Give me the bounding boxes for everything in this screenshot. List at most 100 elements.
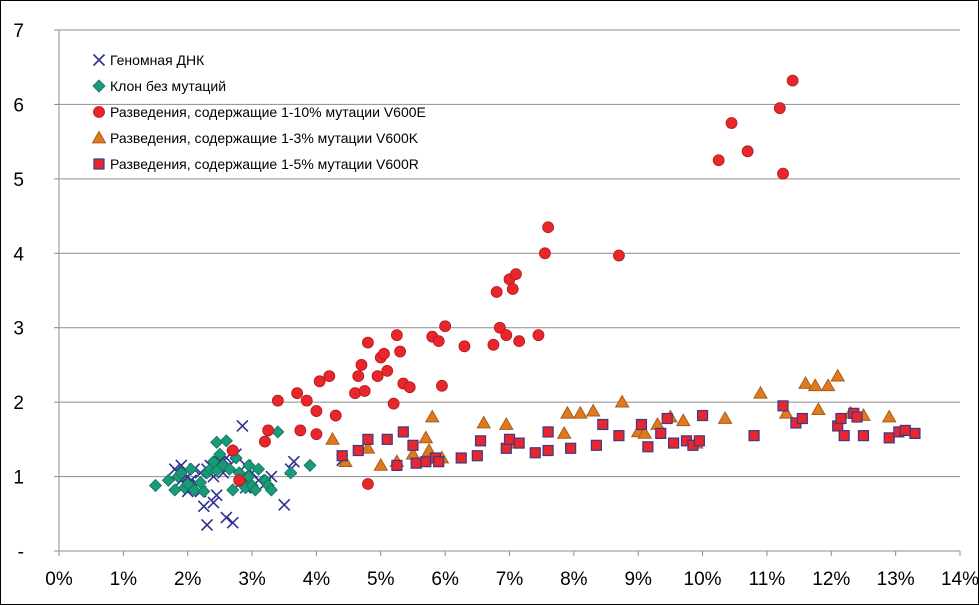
data-point bbox=[251, 462, 266, 476]
data-point bbox=[786, 74, 799, 87]
legend-label: Клон без мутаций bbox=[110, 78, 226, 94]
x-tick-label: 13% bbox=[877, 569, 915, 590]
y-tick-label: 1 bbox=[13, 468, 24, 489]
data-point bbox=[390, 329, 403, 342]
data-point bbox=[303, 458, 317, 472]
data-point bbox=[184, 462, 198, 476]
x-tick-label: 1% bbox=[110, 569, 138, 590]
data-point bbox=[506, 283, 519, 295]
x-tick-label: 2% bbox=[174, 569, 202, 590]
y-tick-label: - bbox=[18, 542, 24, 563]
data-point bbox=[432, 335, 445, 348]
y-tick-label: 4 bbox=[13, 244, 24, 265]
data-point bbox=[197, 484, 211, 499]
data-point bbox=[325, 431, 340, 445]
data-point bbox=[503, 433, 516, 445]
legend-label: Геномная ДНК bbox=[110, 52, 205, 68]
data-point bbox=[222, 462, 237, 476]
data-point bbox=[490, 286, 503, 298]
data-point bbox=[271, 394, 284, 407]
data-point bbox=[572, 405, 588, 419]
data-point bbox=[811, 402, 826, 415]
data-point bbox=[329, 409, 342, 422]
x-tick-label: 12% bbox=[812, 569, 850, 590]
data-point bbox=[387, 397, 400, 410]
data-point bbox=[242, 458, 256, 472]
legend-marker bbox=[91, 130, 107, 144]
axes bbox=[54, 29, 961, 556]
data-point bbox=[168, 483, 182, 497]
data-point bbox=[542, 221, 555, 234]
data-point bbox=[287, 455, 300, 468]
data-point bbox=[556, 425, 572, 439]
data-point bbox=[838, 430, 850, 442]
x-tick-label: 4% bbox=[303, 569, 331, 590]
data-point bbox=[899, 424, 911, 437]
legend-marker bbox=[93, 158, 105, 170]
data-point bbox=[300, 394, 313, 407]
data-point bbox=[220, 511, 233, 524]
data-point bbox=[358, 385, 371, 397]
data-point bbox=[233, 474, 246, 487]
legend-marker bbox=[92, 79, 106, 93]
legend-label: Разведения, содержащие 1-3% мутации V600… bbox=[110, 130, 419, 146]
data-point bbox=[226, 444, 239, 457]
data-point bbox=[200, 518, 214, 532]
legend-marker bbox=[93, 106, 105, 118]
data-point bbox=[439, 320, 452, 333]
data-point bbox=[661, 412, 673, 425]
data-point bbox=[500, 329, 513, 342]
data-point bbox=[778, 405, 794, 419]
data-point bbox=[741, 145, 754, 158]
data-point bbox=[635, 418, 648, 431]
data-point bbox=[373, 457, 389, 471]
y-tick-label: 7 bbox=[13, 21, 24, 42]
data-point bbox=[403, 381, 416, 394]
data-point bbox=[542, 426, 554, 438]
y-tick-label: 3 bbox=[13, 319, 24, 340]
data-point bbox=[407, 439, 419, 451]
legend: Геномная ДНК Клон без мутаций Разведения, … bbox=[91, 52, 426, 172]
x-tick-label: 10% bbox=[684, 569, 722, 590]
data-point bbox=[590, 439, 602, 451]
data-point bbox=[820, 378, 836, 392]
data-point bbox=[498, 416, 514, 430]
data-point bbox=[830, 368, 846, 382]
legend-label: Разведения, содержащие 1-10% мутации V60… bbox=[110, 104, 426, 120]
data-point bbox=[362, 433, 374, 445]
data-point bbox=[323, 370, 336, 382]
data-point bbox=[493, 321, 506, 334]
data-point bbox=[565, 442, 577, 454]
data-point bbox=[355, 359, 368, 371]
data-point bbox=[161, 473, 175, 487]
data-point bbox=[851, 411, 863, 423]
legend-item: Клон без мутаций bbox=[92, 78, 226, 94]
legend-label: Разведения, содержащие 1-5% мутации V600… bbox=[110, 156, 419, 172]
data-point bbox=[148, 478, 163, 493]
data-point bbox=[226, 516, 239, 529]
data-point bbox=[613, 249, 625, 262]
data-point bbox=[310, 405, 323, 417]
x-tick-label: 8% bbox=[560, 569, 588, 590]
data-point bbox=[248, 483, 262, 497]
data-point bbox=[613, 430, 625, 442]
data-point bbox=[458, 340, 471, 353]
data-point bbox=[807, 378, 823, 392]
x-tick-label: 0% bbox=[45, 569, 73, 590]
legend-item: Разведения, содержащие 1-10% мутации V60… bbox=[93, 104, 426, 120]
data-point bbox=[529, 447, 541, 459]
data-point bbox=[262, 424, 275, 437]
data-point bbox=[796, 412, 808, 425]
legend-item: Разведения, содержащие 1-3% мутации V600… bbox=[91, 130, 419, 146]
x-tick-label: 11% bbox=[749, 569, 786, 590]
legend-item: Геномная ДНК bbox=[92, 52, 205, 68]
data-point bbox=[560, 405, 575, 419]
data-point bbox=[487, 338, 500, 351]
data-point bbox=[226, 483, 240, 497]
data-point bbox=[360, 440, 376, 454]
data-point bbox=[777, 167, 789, 180]
y-tick-label: 5 bbox=[13, 170, 24, 191]
data-point bbox=[433, 456, 445, 468]
data-point bbox=[219, 434, 233, 448]
